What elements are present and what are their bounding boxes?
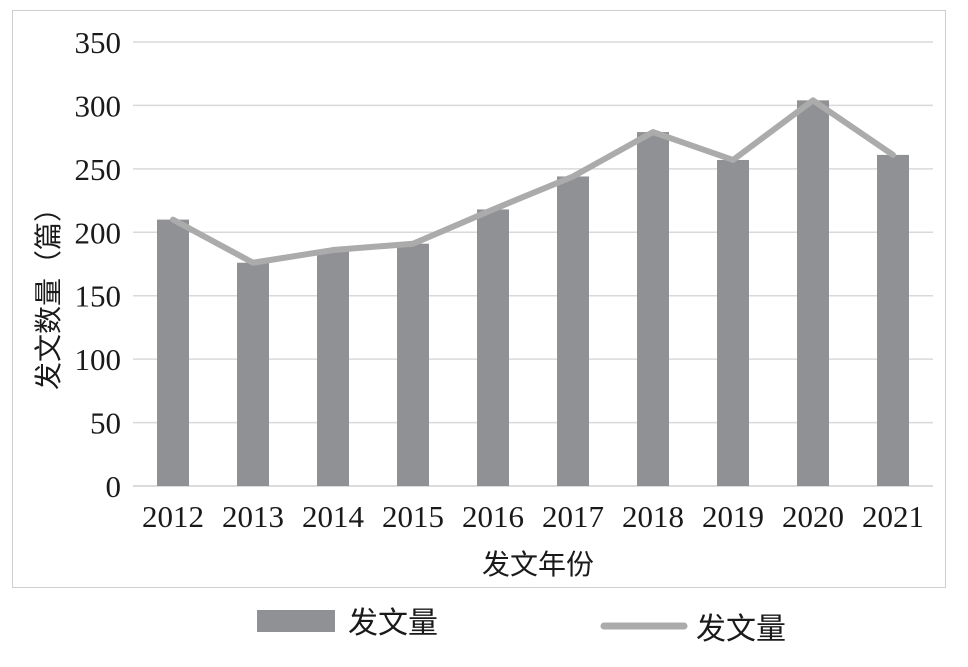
bar-series <box>157 100 909 487</box>
bar <box>237 262 269 486</box>
x-tick-label: 2019 <box>702 499 764 534</box>
bar <box>477 209 509 487</box>
x-tick-label: 2013 <box>222 499 284 534</box>
y-tick-label: 150 <box>75 279 122 314</box>
x-tick-label: 2017 <box>542 499 604 534</box>
bar <box>557 176 589 486</box>
x-tick-label: 2016 <box>462 499 524 534</box>
y-axis-ticks: 0 50 100 150 200 250 300 350 <box>75 25 122 504</box>
legend-line-label: 发文量 <box>696 612 786 647</box>
x-tick-label: 2015 <box>382 499 444 534</box>
y-tick-label: 350 <box>75 25 122 60</box>
x-tick-label: 2014 <box>302 499 365 534</box>
y-tick-label: 200 <box>75 215 122 250</box>
legend-bar-label: 发文量 <box>348 606 438 641</box>
y-tick-label: 100 <box>75 342 122 377</box>
x-tick-label: 2018 <box>622 499 684 534</box>
bar <box>637 132 669 486</box>
series-line <box>170 97 896 266</box>
legend: 发文量 发文量 <box>257 606 786 647</box>
x-tick-label: 2020 <box>782 499 844 534</box>
y-axis-title: 发文数量（篇） <box>32 194 65 390</box>
bar <box>797 100 829 487</box>
chart-frame <box>12 10 946 588</box>
y-tick-label: 0 <box>106 469 122 504</box>
line-series <box>170 97 896 266</box>
x-tick-label: 2012 <box>142 499 204 534</box>
x-axis-title: 发文年份 <box>482 548 594 581</box>
bar <box>157 219 189 486</box>
y-tick-label: 250 <box>75 152 122 187</box>
x-tick-label: 2021 <box>862 499 924 534</box>
bar <box>397 243 429 486</box>
y-tick-label: 50 <box>90 406 121 441</box>
y-tick-label: 300 <box>75 88 122 123</box>
x-axis-ticks: 2012 2013 2014 2015 2016 2017 2018 2019 2020 2021 <box>142 499 924 534</box>
bar <box>317 250 349 486</box>
bar <box>717 159 749 486</box>
bar <box>877 154 909 486</box>
legend-bar-swatch <box>257 610 335 632</box>
